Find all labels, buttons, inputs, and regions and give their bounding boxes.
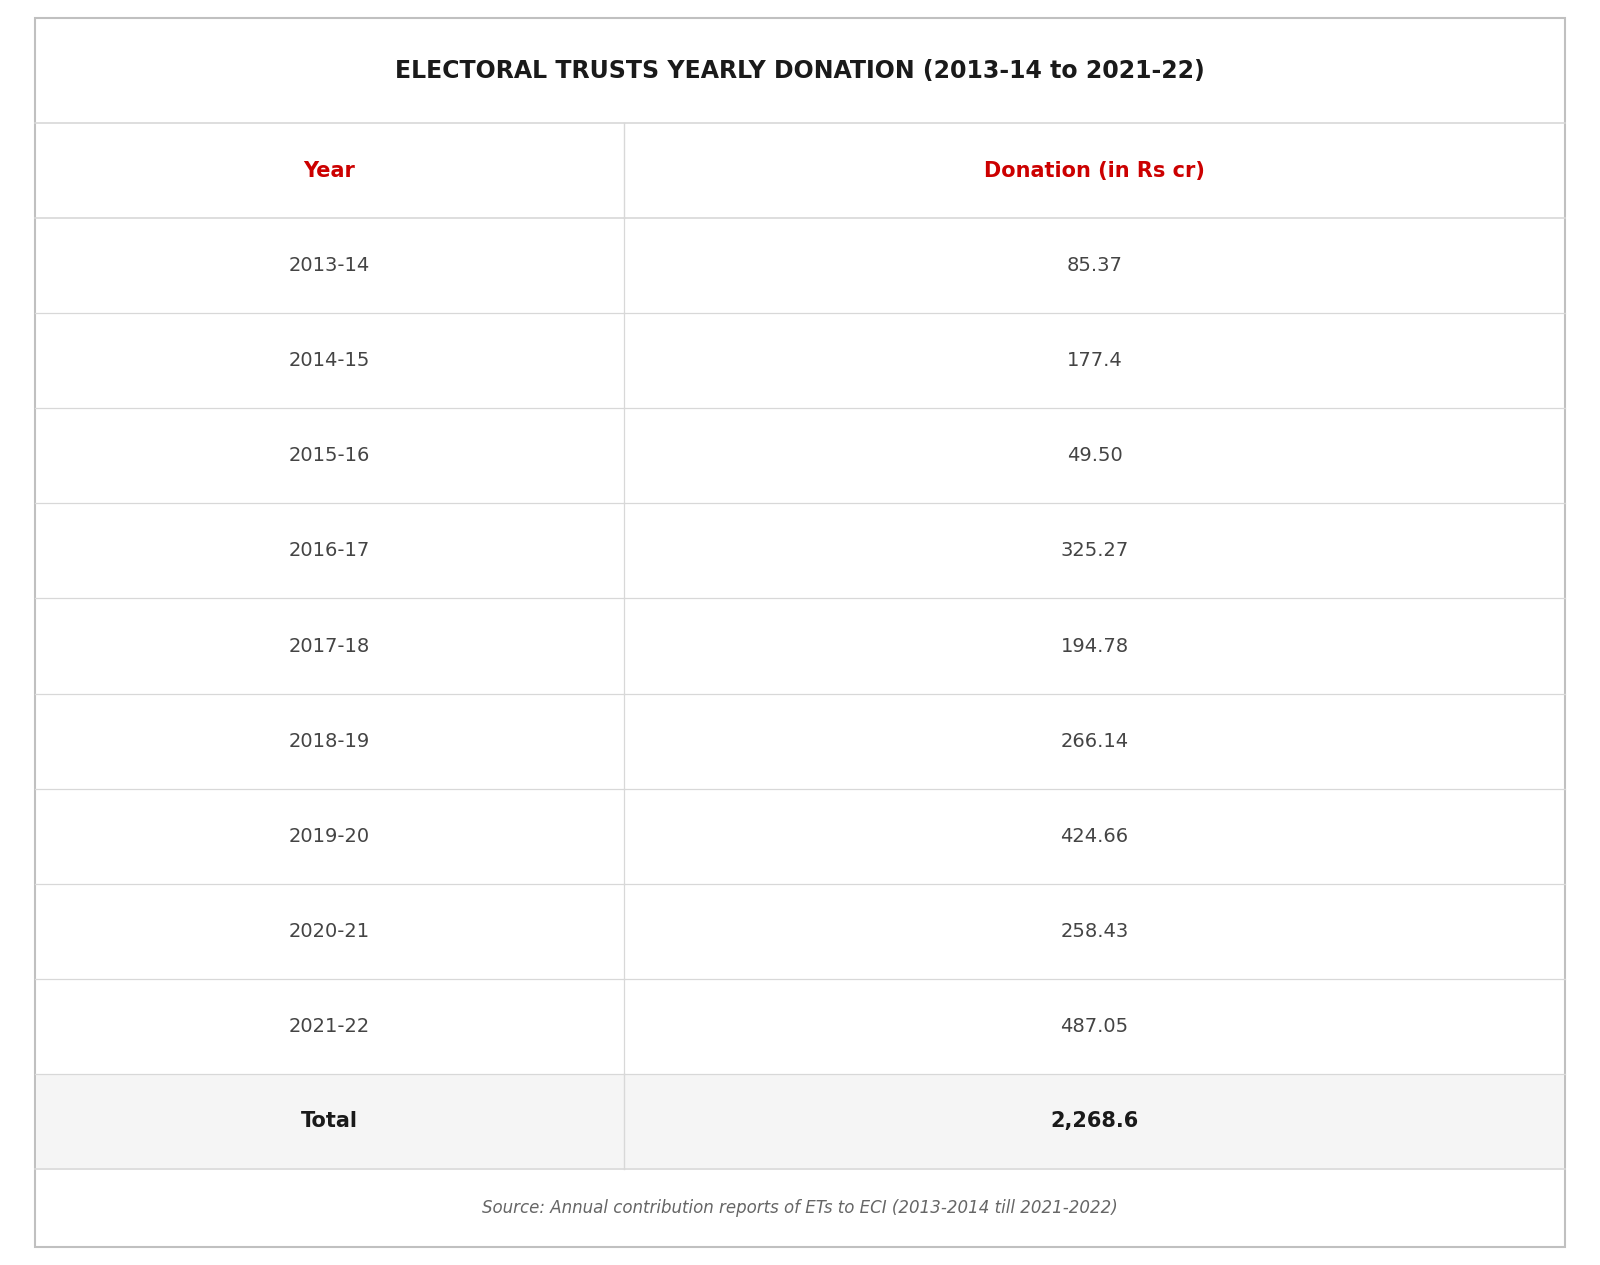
Text: 2013-14: 2013-14 (290, 257, 370, 276)
Text: 2017-18: 2017-18 (290, 636, 370, 655)
Text: 2,268.6: 2,268.6 (1051, 1112, 1139, 1131)
Text: 49.50: 49.50 (1067, 447, 1123, 466)
Text: 2019-20: 2019-20 (290, 826, 370, 846)
Text: Source: Annual contribution reports of ETs to ECI (2013-2014 till 2021-2022): Source: Annual contribution reports of E… (482, 1199, 1118, 1217)
Text: 85.37: 85.37 (1067, 257, 1123, 276)
Text: Year: Year (304, 161, 355, 181)
Bar (35, 1074, 1565, 1168)
Text: 2015-16: 2015-16 (290, 447, 370, 466)
Text: 258.43: 258.43 (1061, 922, 1128, 941)
Text: 487.05: 487.05 (1061, 1017, 1128, 1036)
Text: 2018-19: 2018-19 (290, 731, 370, 750)
Text: 424.66: 424.66 (1061, 826, 1128, 846)
Text: Donation (in Rs cr): Donation (in Rs cr) (984, 161, 1205, 181)
Text: ELECTORAL TRUSTS YEARLY DONATION (2013-14 to 2021-22): ELECTORAL TRUSTS YEARLY DONATION (2013-1… (395, 58, 1205, 82)
Text: 177.4: 177.4 (1067, 352, 1123, 371)
Text: 194.78: 194.78 (1061, 636, 1128, 655)
Text: 2016-17: 2016-17 (290, 541, 370, 560)
Text: 266.14: 266.14 (1061, 731, 1128, 750)
Text: 2014-15: 2014-15 (290, 352, 370, 371)
Text: 2021-22: 2021-22 (290, 1017, 370, 1036)
Text: 2020-21: 2020-21 (290, 922, 370, 941)
Text: 325.27: 325.27 (1061, 541, 1128, 560)
Text: Total: Total (301, 1112, 358, 1131)
